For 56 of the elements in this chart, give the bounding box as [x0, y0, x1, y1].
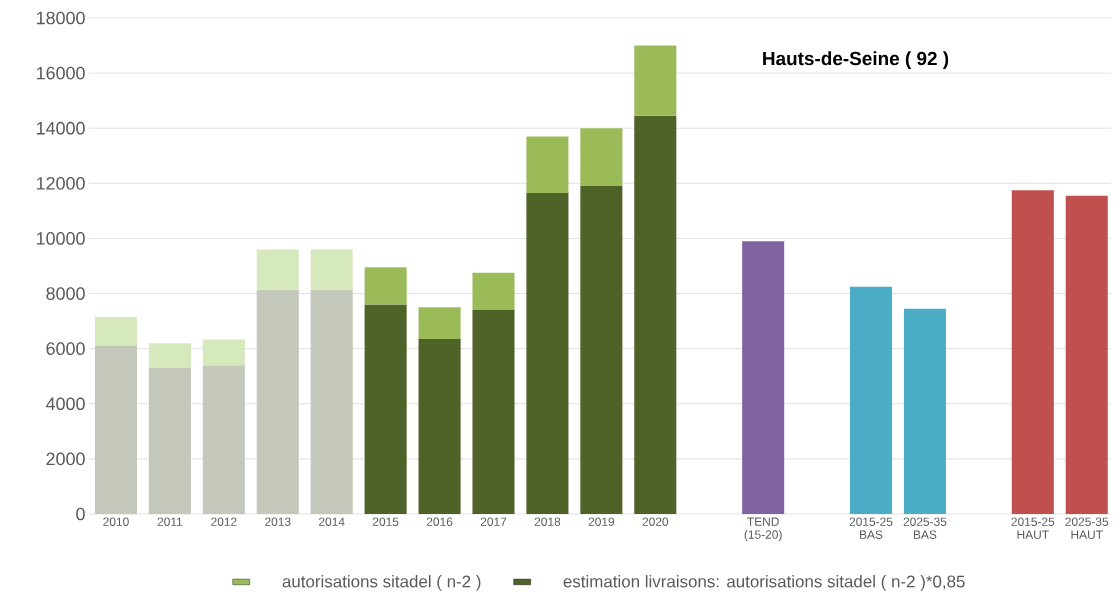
bar — [94, 345, 138, 514]
bar — [580, 186, 623, 514]
bar — [418, 339, 461, 514]
x-tick-label: 2015-25 BAS — [849, 517, 893, 539]
bar — [742, 241, 785, 514]
bar — [1065, 195, 1108, 514]
y-tick-label: 4000 — [46, 397, 85, 411]
bar — [364, 304, 407, 514]
x-tick-label: 2018 — [534, 517, 561, 526]
x-tick-label: 2016 — [426, 517, 453, 526]
x-tick-label: 2019 — [588, 517, 615, 526]
y-tick-label: 8000 — [46, 287, 85, 300]
x-tick-label: 2025-35 HAUT — [1065, 517, 1109, 539]
x-tick-label: 2014 — [319, 517, 345, 526]
bar — [310, 289, 353, 514]
bar — [364, 267, 407, 305]
y-tick-label: 6000 — [46, 342, 85, 355]
bar — [472, 272, 515, 311]
x-tick-label: 2010 — [103, 517, 129, 526]
bar — [148, 343, 191, 368]
bar — [310, 249, 353, 290]
bar — [256, 249, 299, 290]
x-tick-label: 2025-35 BAS — [903, 517, 947, 539]
y-tick-label: 16000 — [36, 66, 85, 80]
bar — [1011, 190, 1054, 514]
y-tick-label: 18000 — [36, 11, 85, 25]
bar — [94, 316, 138, 346]
x-tick-label: 2012 — [211, 517, 237, 526]
x-tick-label: TEND (15-20) — [744, 517, 782, 542]
bar — [849, 286, 893, 514]
x-tick-label: 2015-25 HAUT — [1011, 517, 1055, 539]
x-tick-label: 2017 — [480, 517, 507, 526]
bar — [202, 365, 245, 514]
y-tick-label: 12000 — [36, 176, 85, 190]
bar — [418, 307, 461, 340]
bar — [580, 128, 623, 187]
bar — [256, 289, 299, 514]
bar — [202, 339, 245, 366]
bar — [148, 367, 191, 514]
legend-label: estimation livraisons: autorisations sitadel ( n-2 )*0,85 — [563, 575, 965, 591]
text: Hauts-de-Seine ( 92 ) — [763, 51, 949, 69]
y-tick-label: 10000 — [36, 232, 85, 245]
y-tick-label: 0 — [76, 507, 85, 521]
bar — [634, 115, 677, 514]
x-tick-label: 2015 — [372, 517, 399, 526]
y-tick-label: 2000 — [46, 452, 85, 466]
x-tick-label: 2011 — [157, 517, 183, 526]
bar — [634, 45, 677, 116]
bar — [526, 192, 569, 514]
x-tick-label: 2020 — [642, 517, 669, 526]
bar — [472, 310, 515, 514]
bar — [526, 136, 569, 193]
x-tick-label: 2013 — [265, 517, 291, 526]
legend-label: autorisations sitadel ( n-2 ) — [282, 575, 481, 591]
bar — [903, 308, 946, 514]
y-tick-label: 14000 — [36, 121, 85, 135]
